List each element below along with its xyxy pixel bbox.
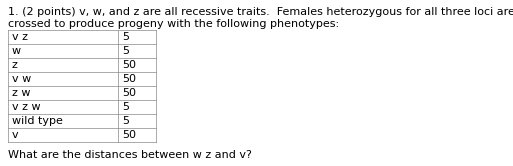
Text: 5: 5	[122, 46, 129, 56]
Text: z w: z w	[12, 88, 30, 98]
Text: crossed to produce progeny with the following phenotypes:: crossed to produce progeny with the foll…	[8, 19, 339, 29]
Text: w: w	[12, 46, 21, 56]
Text: z: z	[12, 60, 18, 70]
Text: 50: 50	[122, 60, 136, 70]
Text: 1. (2 points) v, w, and z are all recessive traits.  Females heterozygous for al: 1. (2 points) v, w, and z are all recess…	[8, 7, 513, 17]
Text: v: v	[12, 130, 18, 140]
Text: 50: 50	[122, 88, 136, 98]
Text: wild type: wild type	[12, 116, 63, 126]
Text: v z: v z	[12, 32, 28, 42]
Text: What are the distances between w z and v?: What are the distances between w z and v…	[8, 150, 252, 160]
Text: 5: 5	[122, 116, 129, 126]
Text: v w: v w	[12, 74, 31, 84]
Text: v z w: v z w	[12, 102, 41, 112]
Text: 50: 50	[122, 130, 136, 140]
Text: 5: 5	[122, 32, 129, 42]
Text: 50: 50	[122, 74, 136, 84]
Text: 5: 5	[122, 102, 129, 112]
